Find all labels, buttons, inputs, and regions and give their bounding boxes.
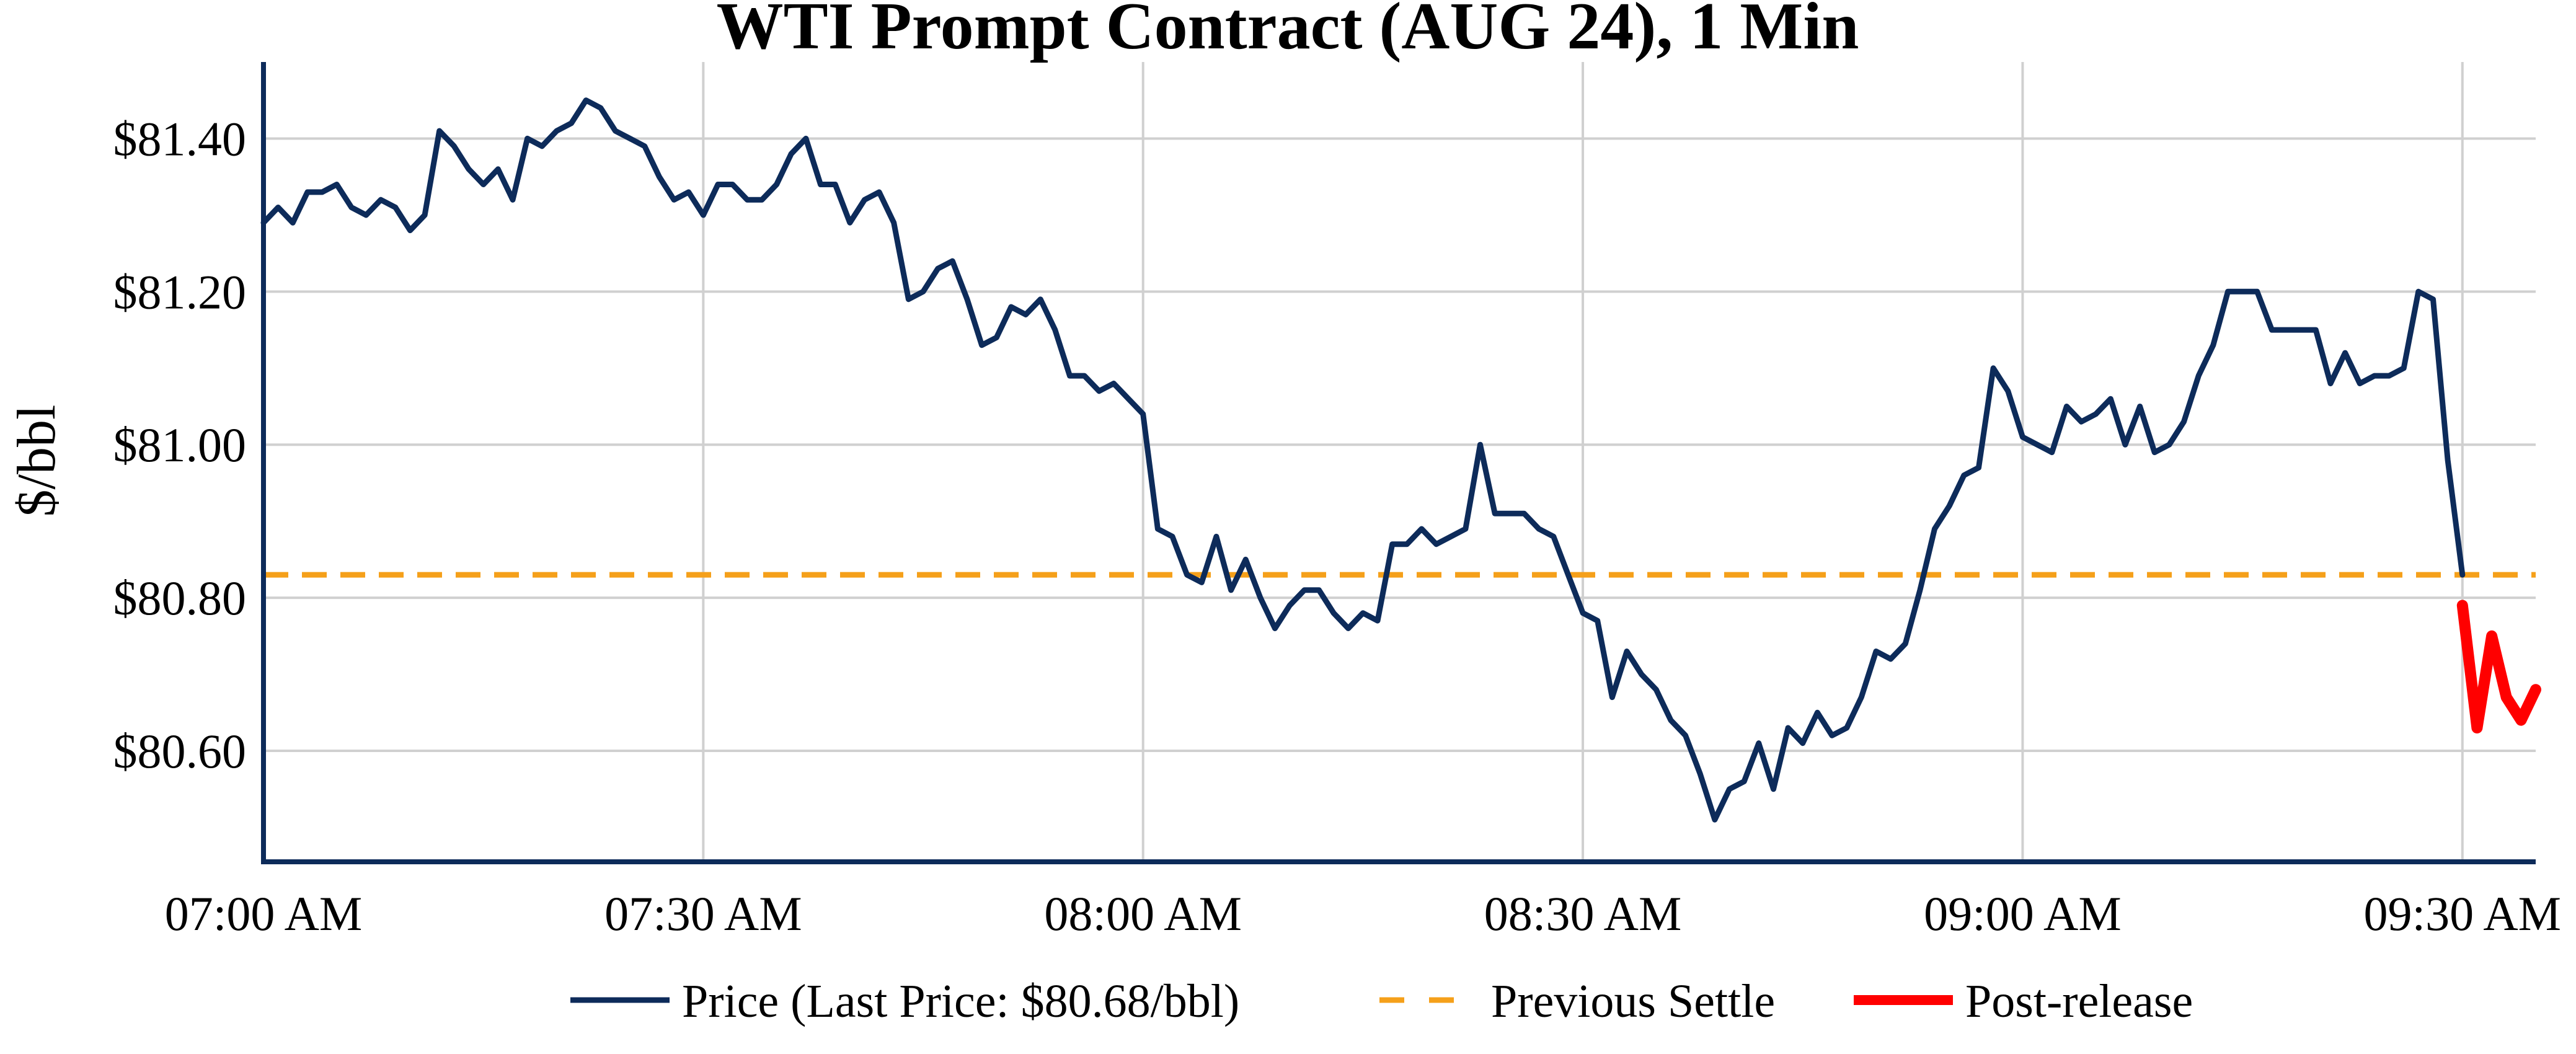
x-tick-label: 08:30 AM bbox=[1484, 887, 1682, 941]
legend-label: Price (Last Price: $80.68/bbl) bbox=[682, 975, 1239, 1027]
y-axis-label: $/bbl bbox=[7, 405, 67, 517]
legend-label: Post-release bbox=[1965, 975, 2193, 1027]
x-tick-label: 09:00 AM bbox=[1924, 887, 2122, 941]
series-line-price bbox=[260, 97, 2466, 823]
y-tick-label: $81.40 bbox=[113, 112, 247, 166]
tick-labels: $80.60 $80.80 $81.00 $81.20 $81.40 07:00 AM 07… bbox=[113, 112, 2562, 941]
legend-label: Previous Settle bbox=[1491, 975, 1775, 1027]
y-tick-label: $81.00 bbox=[113, 418, 247, 472]
series-layer bbox=[260, 97, 2541, 823]
x-tick-label: 07:00 AM bbox=[165, 887, 363, 941]
gridlines bbox=[262, 62, 2536, 862]
chart-title: WTI Prompt Contract (AUG 24), 1 Min bbox=[717, 0, 1859, 63]
x-tick-label: 08:00 AM bbox=[1044, 887, 1242, 941]
legend: Price (Last Price: $80.68/bbl) Previous S… bbox=[570, 975, 2193, 1027]
x-tick-label: 07:30 AM bbox=[604, 887, 802, 941]
axes bbox=[261, 62, 2536, 864]
y-tick-label: $80.60 bbox=[113, 724, 247, 778]
y-tick-label: $80.80 bbox=[113, 571, 247, 625]
series-line-post-release bbox=[2456, 600, 2541, 733]
y-tick-label: $81.20 bbox=[113, 265, 247, 319]
x-tick-label: 09:30 AM bbox=[2363, 887, 2561, 941]
